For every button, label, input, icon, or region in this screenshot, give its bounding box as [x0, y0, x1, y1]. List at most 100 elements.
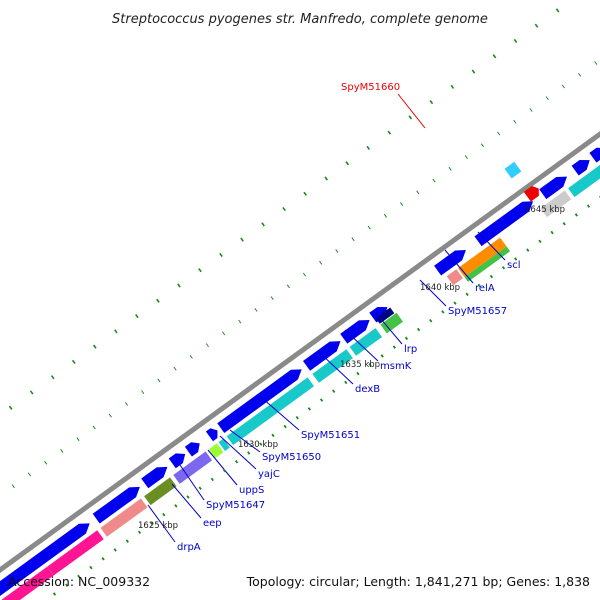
- outer-tick: [240, 237, 244, 242]
- gene-label-spym51657: SpyM51657: [448, 306, 507, 317]
- leader-line: [419, 279, 447, 307]
- outer-tick: [8, 405, 13, 410]
- cds-forward: [92, 486, 140, 524]
- inner-tick: [550, 230, 554, 235]
- outer-tick: [282, 206, 286, 212]
- backbone-layer: [0, 130, 600, 574]
- outer-tick: [92, 425, 96, 430]
- leader-line: [477, 231, 506, 261]
- feature-green: [464, 246, 511, 282]
- outer-tick: [448, 166, 452, 171]
- outer-tick: [367, 225, 371, 230]
- feature-orange: [458, 237, 507, 277]
- inner-tick: [562, 221, 566, 226]
- leader-line: [147, 504, 176, 543]
- inner-tick: [65, 583, 69, 587]
- outer-tick: [189, 354, 193, 359]
- inner-tick: [234, 460, 239, 464]
- leader-line: [207, 449, 238, 486]
- inner-tick: [416, 327, 421, 332]
- feature-pink: [100, 498, 148, 537]
- feature-light-blue: [504, 161, 522, 179]
- cds-forward: [340, 320, 370, 344]
- topology-summary: Topology: circular; Length: 1,841,271 bp…: [246, 574, 590, 589]
- leader-line: [319, 352, 354, 385]
- outer-tick: [124, 402, 129, 406]
- outer-tick: [76, 437, 80, 442]
- outer-tick: [513, 38, 518, 44]
- inner-tick: [307, 407, 311, 411]
- outer-tick: [177, 283, 181, 288]
- scale-label: 1625 kbp: [138, 521, 178, 531]
- feature-slate: [173, 451, 213, 484]
- outer-tick: [545, 96, 549, 101]
- scale-label: 1645 kbp: [525, 205, 565, 215]
- outer-tick: [480, 143, 485, 148]
- inner-tick: [259, 442, 263, 446]
- inner-tick: [77, 574, 81, 579]
- leader-line: [397, 93, 426, 129]
- inner-tick: [222, 468, 227, 473]
- outer-tick: [29, 390, 34, 395]
- feature-highlight-red: [523, 186, 539, 202]
- inner-tick: [477, 283, 481, 288]
- outer-tick: [383, 213, 387, 218]
- inner-tick: [295, 415, 299, 420]
- outer-tick: [108, 413, 112, 418]
- outer-tick: [205, 343, 210, 348]
- outer-tick: [529, 108, 533, 112]
- outer-tick: [324, 176, 329, 181]
- inner-tick: [271, 433, 275, 438]
- feature-teal: [218, 438, 230, 451]
- cds-forward: [0, 523, 90, 596]
- inner-tick: [319, 398, 324, 402]
- feature-magenta: [47, 530, 104, 576]
- cds-forward: [141, 466, 168, 489]
- outer-tick: [513, 119, 517, 124]
- outer-tick: [173, 366, 177, 371]
- gene-label-spym51647: SpyM51647: [206, 500, 265, 511]
- cds-forward: [369, 307, 388, 323]
- outer-tick: [135, 313, 139, 319]
- outer-tick: [561, 84, 565, 89]
- outer-tick: [534, 23, 539, 28]
- inner-tick: [429, 318, 433, 323]
- outer-tick: [471, 69, 476, 74]
- leader-line: [219, 435, 257, 470]
- gene-label-layer: SpyM51660 scl relA SpyM51657 lrp msmK dexB SpyM…: [177, 82, 521, 553]
- map-title: Streptococcus pyogenes str. Manfredo, co…: [112, 12, 488, 27]
- feature-teal: [349, 328, 382, 356]
- outer-tick: [302, 272, 307, 277]
- feature-green: [380, 312, 403, 334]
- scale-tick-layer: 1625 kbp 1630 kbp 1635 kbp 1640 kbp 1645 kbp: [52, 195, 600, 596]
- outer-tick: [114, 329, 118, 334]
- feature-lime: [208, 443, 224, 459]
- outer-tick: [92, 344, 97, 349]
- gene-label-drpa: drpA: [177, 542, 201, 553]
- outer-tick: [366, 145, 371, 151]
- inner-tick: [125, 539, 129, 543]
- outer-tick: [555, 8, 560, 13]
- inner-tick: [368, 363, 372, 367]
- inner-tick: [247, 451, 251, 455]
- cds-forward: [184, 442, 200, 457]
- leader-line: [261, 397, 300, 431]
- feature-teal: [312, 349, 353, 383]
- feature-grey: [540, 190, 572, 218]
- leader-line: [179, 464, 205, 501]
- gene-label-eep: eep: [203, 518, 222, 529]
- outer-tick: [261, 222, 265, 227]
- outer-tick: [319, 260, 323, 265]
- inner-tick: [514, 257, 518, 261]
- gene-label-yajc: yajC: [258, 469, 280, 480]
- gene-label-upps: uppS: [239, 485, 264, 496]
- cds-forward: [303, 341, 341, 371]
- inner-tick: [404, 336, 409, 341]
- outer-tick: [60, 449, 64, 453]
- outer-tick: [286, 284, 290, 289]
- inner-tick: [392, 345, 396, 349]
- inner-tick: [52, 592, 57, 596]
- inner-tick: [162, 512, 166, 517]
- cds-forward: [205, 428, 218, 442]
